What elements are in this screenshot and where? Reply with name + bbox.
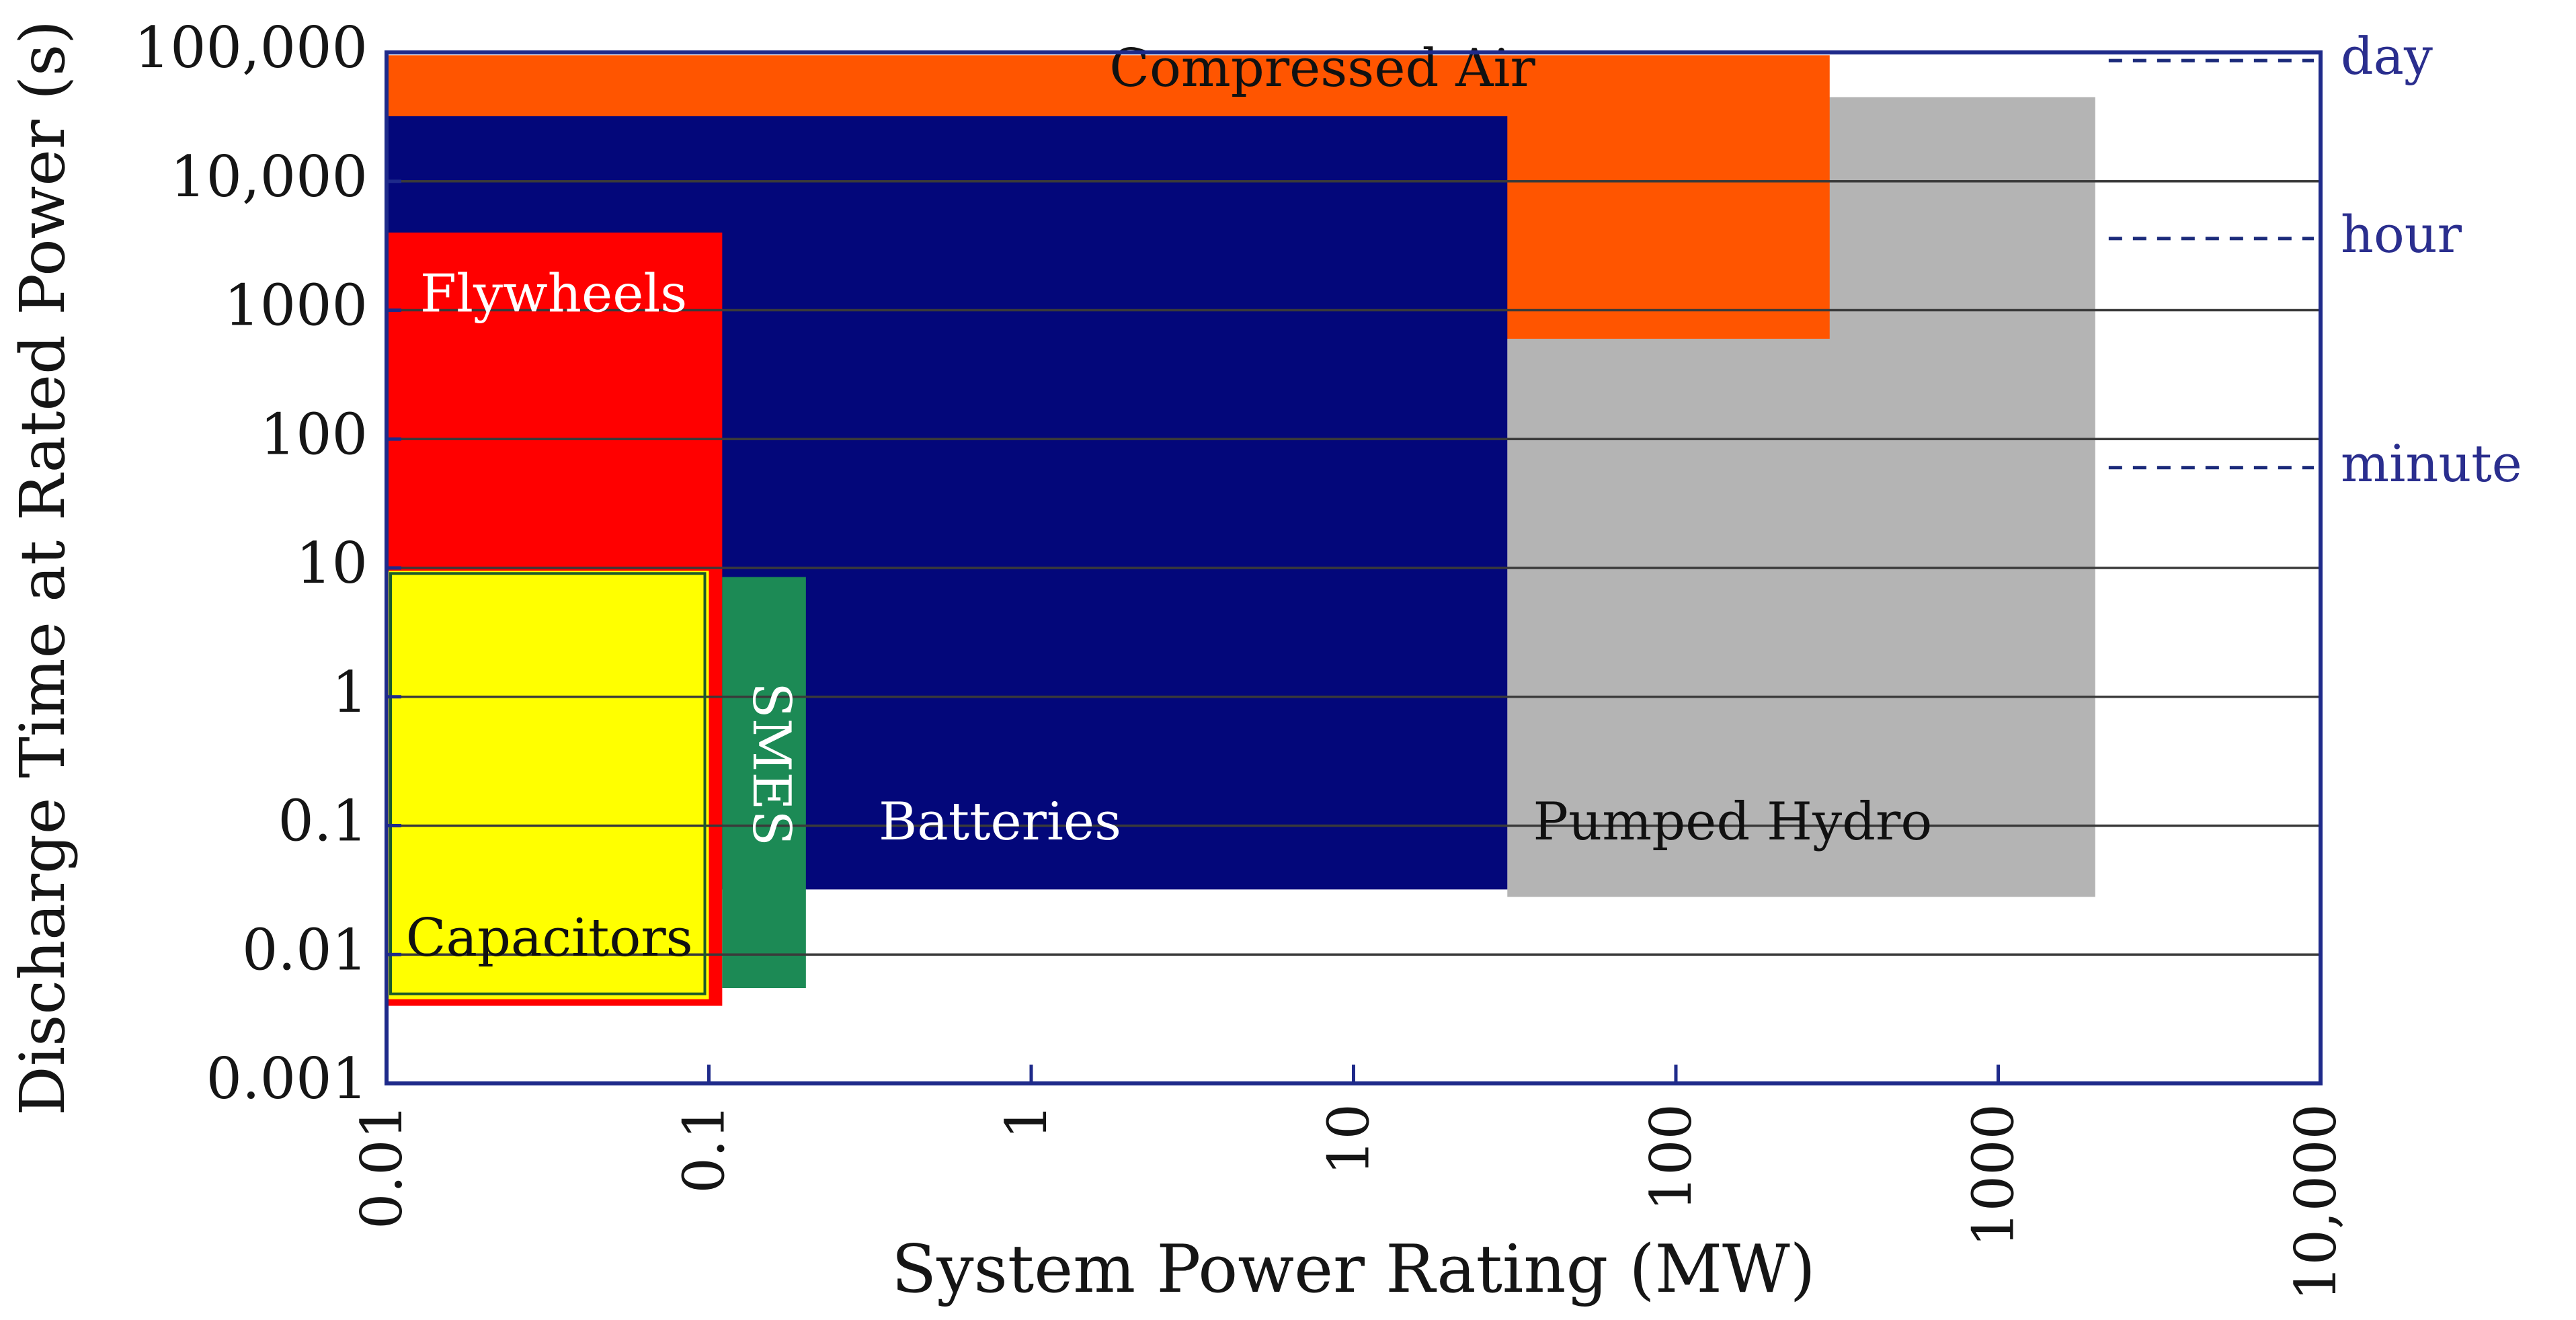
x-ticks-layer: 0.01 0.1 1 10 100 1000 10,000 xyxy=(349,1065,2349,1301)
y-tick-label: 0.001 xyxy=(206,1046,368,1112)
reference-label-hour: hour xyxy=(2341,204,2462,264)
reference-lines-layer xyxy=(2108,58,2314,470)
reference-label-day: day xyxy=(2341,26,2433,86)
capacitors-outline xyxy=(389,572,707,995)
y-tick-label: 1000 xyxy=(224,273,368,339)
x-tick-label: 0.1 xyxy=(672,1104,737,1194)
y-tick-label: 100,000 xyxy=(134,15,368,81)
region-label-capacitors: Capacitors xyxy=(406,908,693,968)
x-tick-label: 1000 xyxy=(1961,1104,2027,1247)
y-tick-label: 1 xyxy=(332,659,368,725)
x-tick-label: 1 xyxy=(994,1104,1059,1139)
x-tick-label: 10,000 xyxy=(2283,1104,2349,1301)
y-tick-label: 10 xyxy=(296,530,368,596)
y-tick-label: 0.1 xyxy=(278,788,368,854)
x-tick-label: 100 xyxy=(1638,1104,1704,1211)
y-tick-label: 0.01 xyxy=(242,917,368,983)
region-label-compressed-air: Compressed Air xyxy=(1109,38,1535,99)
region-smes xyxy=(722,577,806,989)
x-tick-label: 10 xyxy=(1316,1104,1382,1175)
region-labels-layer: Pumped Hydro Compressed Air Batteries Flywh… xyxy=(389,38,1933,995)
region-label-batteries: Batteries xyxy=(879,792,1121,852)
region-capacitors xyxy=(387,571,709,999)
reference-labels-layer: day hour minute xyxy=(2341,26,2522,493)
y-axis-title: Discharge Time at Rated Power (s) xyxy=(7,20,79,1116)
x-axis-title: System Power Rating (MW) xyxy=(891,1231,1816,1308)
y-tick-label: 100 xyxy=(260,401,368,467)
y-ticks-layer: 100,000 10,000 1000 100 10 1 0.1 0.01 0.001 xyxy=(134,15,401,1112)
region-label-pumped-hydro: Pumped Hydro xyxy=(1533,792,1933,852)
x-tick-label: 0.01 xyxy=(349,1104,415,1229)
regions-layer xyxy=(387,55,2095,1006)
y-tick-label: 10,000 xyxy=(170,144,368,210)
reference-label-minute: minute xyxy=(2341,434,2522,493)
region-label-flywheels: Flywheels xyxy=(420,263,687,324)
grid-layer xyxy=(387,180,2321,956)
region-label-smes: SMES xyxy=(741,682,801,846)
